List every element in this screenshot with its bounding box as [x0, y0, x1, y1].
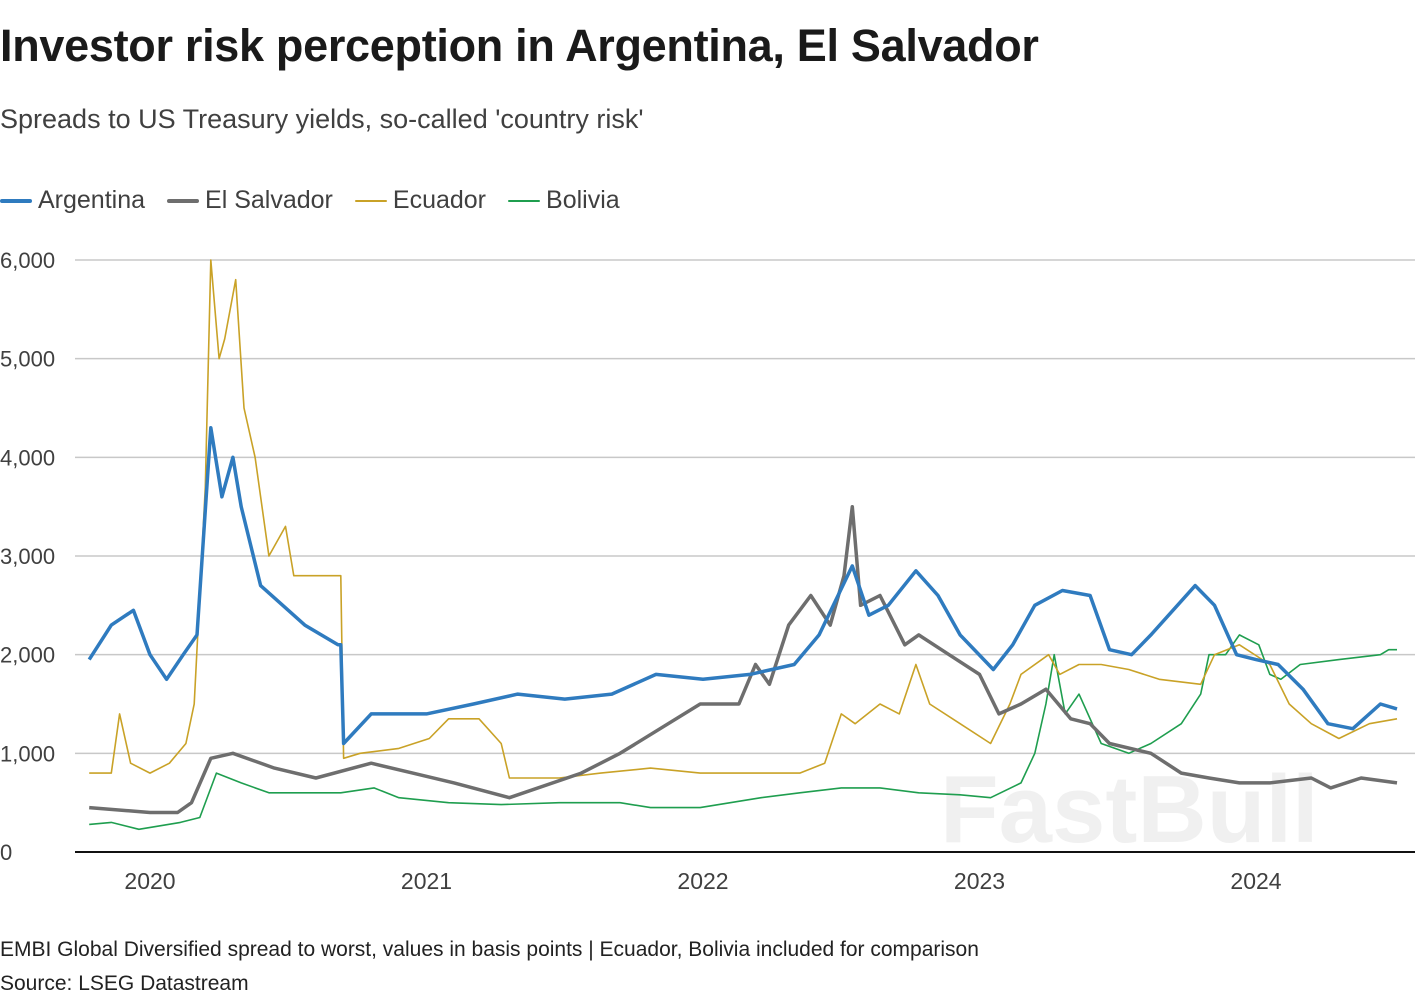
legend-swatch	[167, 198, 200, 203]
y-tick-label: 1,000	[0, 741, 55, 766]
x-tick-label: 2020	[124, 868, 175, 894]
legend-item: Ecuador	[354, 186, 487, 215]
y-tick-label: 0	[0, 840, 12, 865]
series-line-argentina	[87, 425, 1398, 746]
series-line-ecuador	[89, 259, 1398, 779]
y-tick-label: 3,000	[0, 544, 55, 569]
legend-label: El Salvador	[205, 186, 333, 214]
legend-swatch	[354, 199, 387, 202]
x-tick-label: 2023	[954, 868, 1005, 894]
legend-swatch	[508, 199, 541, 202]
legend-label: Ecuador	[392, 186, 487, 214]
legend-item: El Salvador	[167, 186, 333, 215]
chart-title: Investor risk perception in Argentina, E…	[0, 20, 1039, 71]
y-tick-label: 4,000	[0, 445, 55, 470]
legend: Argentina El Salvador Ecuador Bolivia	[0, 186, 620, 215]
legend-swatch	[0, 198, 32, 203]
source-note: Source: LSEG Datastream	[0, 972, 249, 995]
x-tick-label: 2022	[677, 868, 728, 894]
legend-item: Argentina	[0, 186, 145, 215]
series-line-el-salvador	[89, 504, 1398, 815]
legend-item: Bolivia	[508, 186, 620, 215]
watermark: FastBull	[940, 756, 1319, 863]
legend-label: Bolivia	[546, 186, 620, 214]
chart-subtitle: Spreads to US Treasury yields, so-called…	[0, 104, 644, 134]
x-tick-label: 2021	[401, 868, 452, 894]
x-tick-label: 2024	[1230, 868, 1281, 894]
y-tick-label: 6,000	[0, 248, 55, 273]
footnote: EMBI Global Diversified spread to worst,…	[0, 938, 979, 961]
y-tick-label: 5,000	[0, 347, 55, 372]
series-line-bolivia	[89, 634, 1397, 831]
legend-label: Argentina	[38, 186, 146, 214]
y-tick-label: 2,000	[0, 643, 55, 668]
